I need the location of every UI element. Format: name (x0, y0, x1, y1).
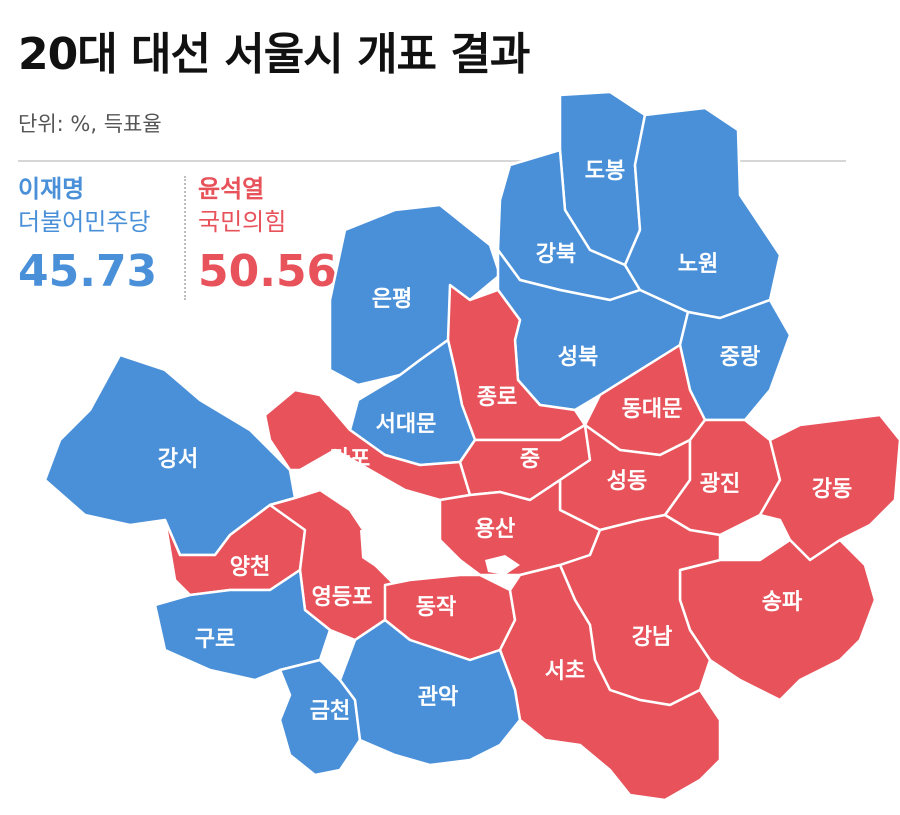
candidate-percent: 50.56 (198, 246, 338, 297)
district-gangdong (758, 413, 900, 562)
district-nowon (623, 106, 782, 320)
river-island (485, 555, 520, 575)
candidate-separator (184, 176, 186, 300)
district-label-jung: 중 (520, 447, 540, 472)
district-label-dongdaemun: 동대문 (622, 397, 683, 422)
district-label-mapo: 마포 (330, 447, 370, 472)
district-label-jungnang: 중랑 (720, 345, 760, 370)
district-label-yeongdeungpo: 영등포 (312, 585, 373, 610)
district-label-jongno: 종로 (477, 385, 517, 410)
district-label-geumcheon: 금천 (310, 699, 350, 724)
river-island (360, 530, 412, 570)
district-label-guro: 구로 (195, 627, 235, 652)
district-geumcheon (278, 658, 362, 777)
candidate-lee: 이재명 더불어민주당 45.73 (18, 174, 157, 302)
district-label-yangcheon: 양천 (230, 555, 270, 580)
district-gwanak (338, 618, 522, 767)
district-label-songpa: 송파 (762, 590, 803, 615)
page-title: 20대 대선 서울시 개표 결과 (18, 29, 530, 80)
district-label-gangnam: 강남 (632, 625, 672, 650)
candidate-party: 국민의힘 (198, 208, 287, 236)
divider (18, 160, 846, 162)
district-label-gwanak: 관악 (418, 685, 458, 710)
candidate-party: 더불어민주당 (18, 208, 151, 236)
candidate-name: 이재명 (18, 175, 85, 203)
district-label-gangseo: 강서 (158, 447, 198, 472)
district-label-yongsan: 용산 (475, 517, 515, 542)
district-label-gwangjin: 광진 (700, 472, 740, 497)
district-label-dobong: 도봉 (585, 159, 625, 184)
district-label-gangdong: 강동 (812, 477, 852, 502)
unit-note: 단위: %, 득표율 (18, 112, 162, 136)
district-label-eunpyeong: 은평 (372, 287, 412, 312)
district-label-seocho: 서초 (545, 659, 585, 684)
district-label-gangbuk: 강북 (536, 242, 576, 267)
candidate-name: 윤석열 (198, 175, 265, 203)
candidate-percent: 45.73 (18, 246, 158, 297)
district-label-nowon: 노원 (678, 252, 718, 277)
district-label-seongbuk: 성북 (558, 345, 598, 370)
district-songpa (678, 538, 877, 702)
candidate-yoon: 윤석열 국민의힘 50.56 (198, 174, 337, 302)
district-label-seodaemun: 서대문 (376, 412, 437, 437)
district-label-seongdong: 성동 (607, 469, 647, 494)
district-label-dongjak: 동작 (416, 595, 456, 620)
district-guro (153, 568, 332, 682)
